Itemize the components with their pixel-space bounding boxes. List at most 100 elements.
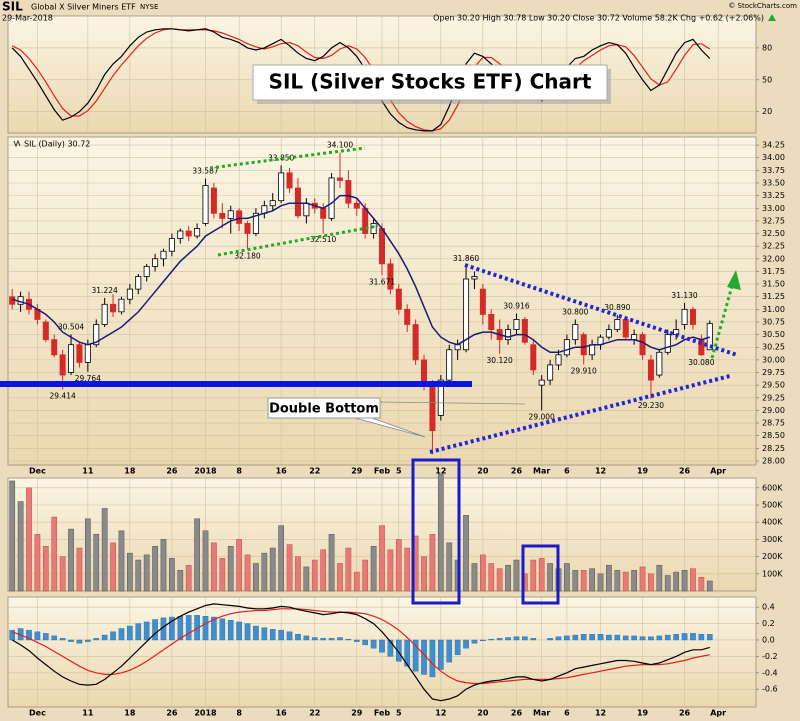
- macd-hist-bar: [463, 639, 469, 649]
- macd-hist-bar: [597, 634, 604, 641]
- y-tick-label: 600K: [762, 483, 783, 492]
- macd-hist-bar: [34, 631, 41, 641]
- volume-bar: [118, 530, 125, 592]
- volume-bar: [353, 571, 360, 592]
- x-tick-label: 26: [166, 709, 178, 718]
- macd-hist-bar: [438, 639, 444, 670]
- macd-hist-bar: [404, 639, 411, 667]
- macd-hist-bar: [353, 639, 360, 642]
- volume-bar: [9, 480, 16, 592]
- volume-bar: [471, 563, 478, 592]
- y-tick-label: 300K: [762, 535, 783, 544]
- y-tick-label: 500K: [762, 501, 783, 510]
- candle-body: [194, 228, 201, 237]
- price-label: 30.916: [503, 302, 529, 311]
- x-tick-label: 26: [511, 467, 523, 476]
- credit: © StockCharts.com: [728, 2, 797, 10]
- y-tick-label: 34.00: [762, 153, 785, 162]
- volume-bar: [387, 549, 394, 592]
- volume-bar: [530, 559, 537, 592]
- volume-bar: [219, 558, 226, 592]
- macd-hist-bar: [446, 639, 453, 663]
- macd-hist-bar: [185, 615, 192, 641]
- y-tick-label: 100K: [762, 569, 783, 578]
- volume-bar: [261, 552, 268, 592]
- price-label: 29.414: [50, 391, 76, 400]
- candle-body: [631, 334, 638, 341]
- macd-hist-bar: [85, 639, 91, 642]
- price-label: 31.224: [92, 286, 118, 295]
- y-tick-label: 200K: [762, 552, 783, 561]
- macd-hist-bar: [110, 631, 116, 641]
- volume-bar: [631, 570, 637, 592]
- y-tick-label: -0.6: [762, 685, 778, 694]
- macd-hist-bar: [580, 634, 587, 641]
- candle-body: [336, 177, 343, 181]
- macd-hist-bar: [244, 623, 251, 641]
- macd-hist-bar: [118, 628, 125, 641]
- volume-bar: [673, 571, 680, 592]
- macd-hist-bar: [412, 639, 419, 672]
- candle-body: [219, 212, 226, 219]
- candle-body: [328, 177, 335, 219]
- price-label: 32.510: [310, 235, 336, 244]
- candle-body: [152, 258, 159, 267]
- x-tick-label: 26: [679, 467, 691, 476]
- candle-body: [656, 351, 663, 376]
- candle-body: [51, 339, 58, 356]
- x-tick-label: Apr: [710, 709, 726, 718]
- x-tick-label: 26: [511, 709, 523, 718]
- macd-hist-bar: [345, 638, 352, 641]
- macd-hist-bar: [76, 639, 83, 644]
- macd-line: [11, 603, 710, 702]
- candle-body: [530, 344, 537, 371]
- volume-bar: [479, 554, 486, 592]
- volume-bar: [513, 559, 520, 592]
- macd-hist-bar: [387, 639, 394, 657]
- volume-bar: [143, 554, 150, 592]
- volume-bar: [211, 542, 217, 592]
- x-tick-label: 11: [82, 467, 94, 476]
- macd-hist-bar: [656, 635, 663, 641]
- callout-text: Double Bottom: [269, 402, 379, 417]
- macd-hist-bar: [471, 639, 478, 644]
- volume-bar: [606, 564, 612, 592]
- x-tick-label: 11: [82, 709, 94, 718]
- candle-body: [76, 344, 83, 363]
- volume-bar: [76, 547, 83, 592]
- y-tick-label: 31.75: [762, 267, 785, 276]
- volume-bar: [320, 549, 327, 592]
- x-tick-label: 5: [396, 709, 402, 718]
- price-label: 32.180: [234, 252, 260, 261]
- macd-hist-bar: [648, 636, 654, 641]
- y-tick-label: 32.50: [762, 229, 785, 238]
- y-tick-label: 28.50: [762, 431, 785, 440]
- macd-hist-bar: [698, 634, 705, 641]
- x-tick-label: Feb: [374, 467, 391, 476]
- volume-bar: [177, 570, 184, 592]
- candle-body: [378, 228, 386, 265]
- volume-bar: [127, 552, 133, 592]
- candle-body: [622, 319, 629, 338]
- candle-body: [689, 308, 696, 325]
- macd-hist-bar: [26, 629, 32, 641]
- y-tick-label: 30.00: [762, 355, 785, 364]
- macd-hist-bar: [614, 634, 621, 641]
- volume-bar: [278, 525, 285, 592]
- volume-bar: [311, 559, 318, 592]
- x-tick-label: 12: [595, 467, 606, 476]
- plot-layer: 80 50 20 28.00 28.25 28.50 28.75 29.00 29.25 29.5…: [7, 15, 785, 718]
- highlight-box: [411, 458, 461, 605]
- candle-body: [446, 349, 453, 381]
- candle-body: [362, 207, 369, 234]
- candle-body: [294, 187, 301, 217]
- candle-body: [286, 172, 293, 189]
- price-label: 29.910: [571, 366, 597, 375]
- volume-bar: [328, 533, 335, 592]
- x-tick-label: 22: [309, 709, 320, 718]
- x-tick-label: 26: [679, 709, 691, 718]
- macd-hist-bar: [639, 636, 646, 641]
- quote: Open 30.20 High 30.78 Low 30.20 Close 30…: [433, 14, 764, 23]
- volume-bar: [379, 525, 385, 592]
- candle-body: [143, 265, 150, 277]
